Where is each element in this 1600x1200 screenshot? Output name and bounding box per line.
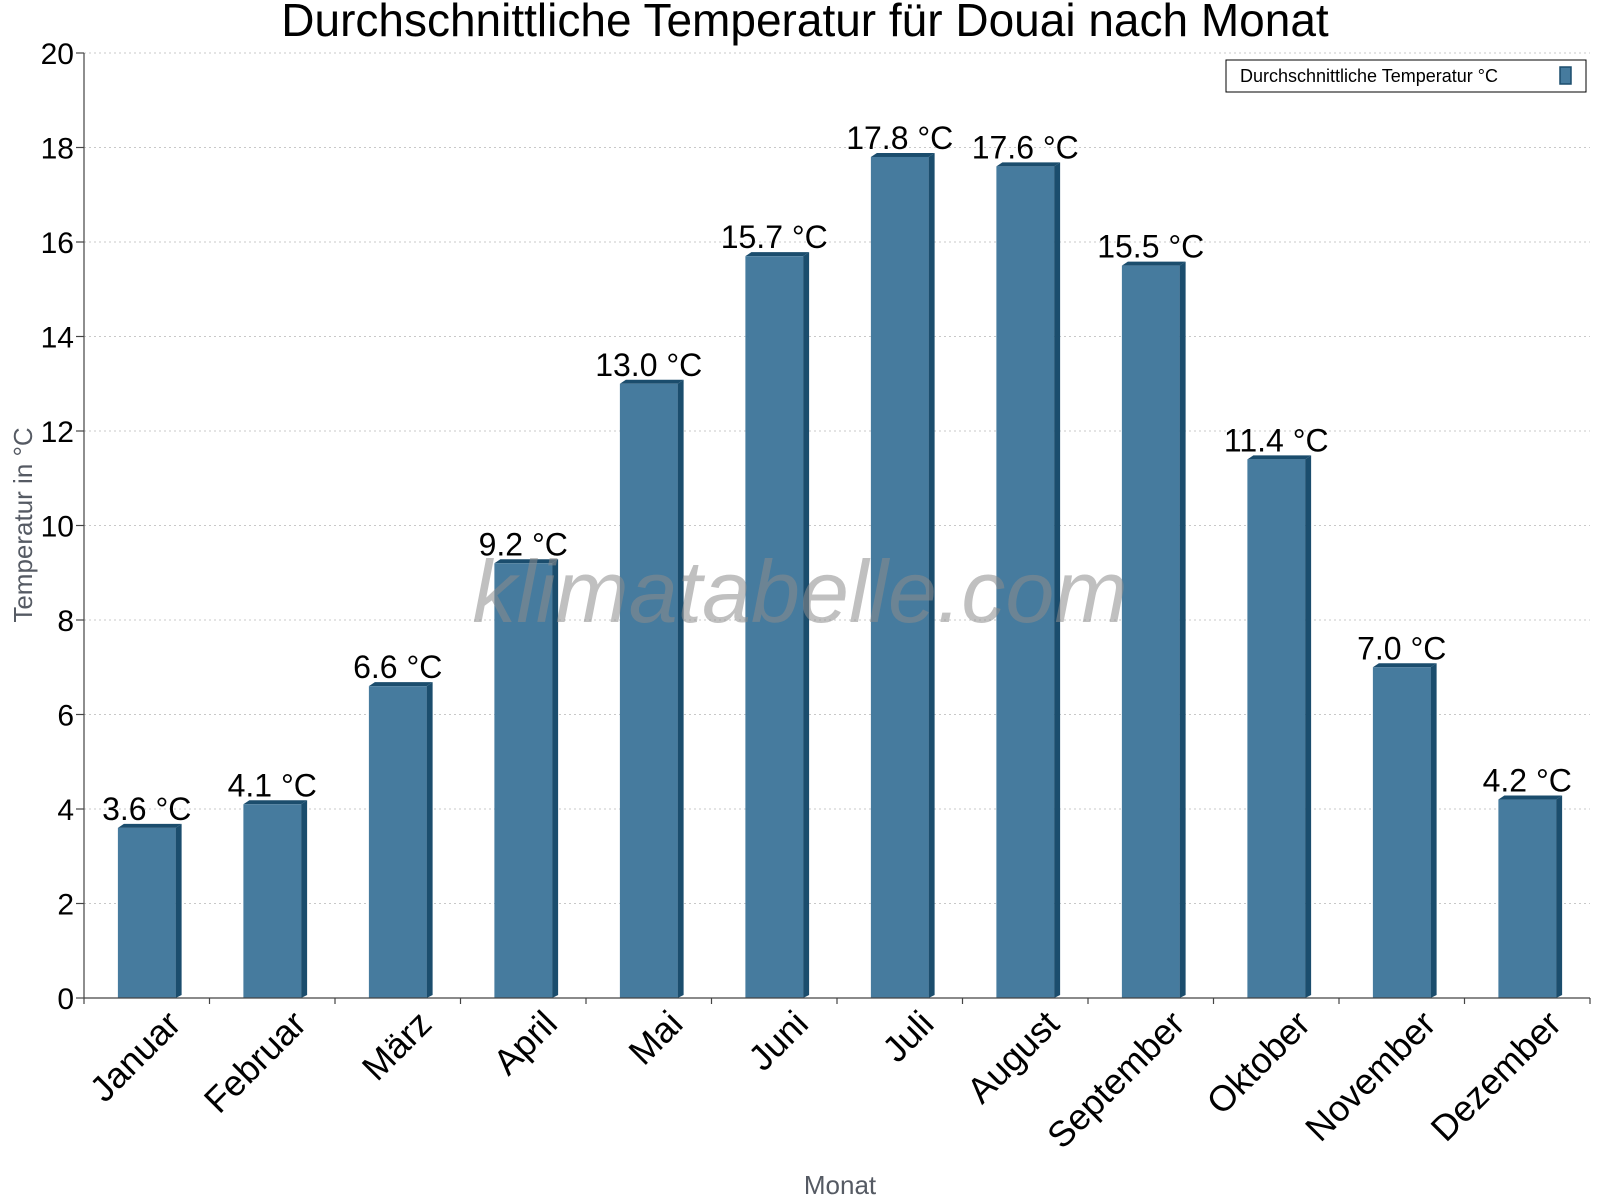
bar-top <box>368 682 433 687</box>
data-label: 17.8 °C <box>846 120 953 156</box>
data-labels: 3.6 °C 4.1 °C 6.6 °C 9.2 °C 13.0 °C 15.7 °C 17… <box>102 120 1572 827</box>
y-tick-label: 16 <box>41 227 74 260</box>
bar <box>243 800 308 998</box>
legend: Durchschnittliche Temperatur °C <box>1225 59 1587 93</box>
bar-top <box>619 379 684 384</box>
bar-top <box>1121 261 1186 266</box>
bar-top <box>1372 663 1437 668</box>
y-tick-label: 0 <box>57 983 74 1016</box>
bar <box>1498 795 1563 998</box>
y-axis-ticks: 0 2 4 6 8 10 12 14 16 18 20 <box>41 38 84 1016</box>
bars-group <box>117 152 1563 999</box>
data-label: 4.1 °C <box>228 767 317 803</box>
bar <box>494 559 559 998</box>
bar-front <box>870 156 929 998</box>
x-tick-label: November <box>1297 1003 1443 1149</box>
y-tick-label: 10 <box>41 511 74 544</box>
bar-side <box>552 559 559 998</box>
bar-side <box>1556 795 1563 998</box>
x-axis-ticks: Januar Februar März April Mai Juni Juli AugustS… <box>82 998 1591 1157</box>
bar-front <box>1121 265 1180 998</box>
bar-side <box>1179 261 1186 998</box>
legend-label: Durchschnittliche Temperatur °C <box>1240 66 1498 86</box>
y-axis-title: Temperatur in °C <box>8 427 38 622</box>
bar-front <box>1372 667 1431 998</box>
y-tick-label: 12 <box>41 416 74 449</box>
legend-box <box>1225 59 1587 93</box>
bar-side <box>677 379 684 998</box>
y-tick-label: 20 <box>41 38 74 71</box>
bar <box>619 379 684 998</box>
bar-front <box>368 686 427 998</box>
data-label: 4.2 °C <box>1483 763 1572 799</box>
bar-top <box>1498 795 1563 800</box>
bar-side <box>175 823 182 998</box>
bar <box>1121 261 1186 998</box>
bar-front <box>243 804 302 998</box>
bar-side <box>803 252 810 999</box>
x-tick-label: März <box>354 1003 440 1089</box>
watermark-group: klimatabelle.com <box>472 542 1127 641</box>
x-tick-label: Dezember <box>1422 1003 1568 1149</box>
grid-lines <box>84 52 1590 904</box>
chart-title: Durchschnittliche Temperatur für Douai n… <box>281 0 1329 46</box>
x-tick-label: September <box>1039 1003 1193 1157</box>
bar-side <box>426 682 433 998</box>
bar-top <box>996 162 1061 167</box>
y-tick-label: 6 <box>57 700 74 733</box>
bar-front <box>494 563 553 998</box>
bar-front <box>996 166 1055 998</box>
data-label: 9.2 °C <box>479 526 568 562</box>
bar-front <box>619 383 678 998</box>
bar-front <box>117 827 176 998</box>
x-tick-label: August <box>959 1003 1067 1111</box>
x-tick-label: Juli <box>874 1003 941 1070</box>
bar-side <box>928 152 935 998</box>
y-tick-label: 8 <box>57 605 74 638</box>
bar-front <box>745 256 804 998</box>
bar-side <box>1305 455 1312 999</box>
bar <box>1372 663 1437 998</box>
bar-top <box>1247 455 1312 460</box>
data-label: 13.0 °C <box>595 347 702 383</box>
bar-top <box>870 152 935 157</box>
data-label: 15.7 °C <box>721 219 828 255</box>
x-tick-label: April <box>485 1003 565 1083</box>
bar <box>745 252 810 999</box>
data-label: 7.0 °C <box>1357 630 1446 666</box>
data-label: 17.6 °C <box>972 129 1079 165</box>
y-tick-label: 4 <box>57 794 74 827</box>
watermark: klimatabelle.com <box>472 542 1127 641</box>
data-label: 6.6 °C <box>353 649 442 685</box>
x-axis-title: Monat <box>804 1170 877 1200</box>
bar <box>1247 455 1312 999</box>
x-tick-label: Oktober <box>1198 1003 1318 1123</box>
data-label: 15.5 °C <box>1097 229 1204 265</box>
bar <box>996 162 1061 998</box>
legend-swatch <box>1559 66 1572 85</box>
bar-front <box>1247 459 1306 999</box>
bar <box>117 823 182 998</box>
x-tick-label: Juni <box>740 1003 816 1079</box>
bar-front <box>1498 799 1557 998</box>
y-tick-label: 18 <box>41 133 74 166</box>
bar-side <box>301 800 308 998</box>
bar-top <box>494 559 559 564</box>
x-tick-label: Januar <box>82 1003 189 1110</box>
data-label: 3.6 °C <box>102 791 191 827</box>
x-tick-label: Februar <box>196 1003 314 1121</box>
y-tick-label: 2 <box>57 889 74 922</box>
bar-top <box>243 800 308 805</box>
y-tick-label: 14 <box>41 322 74 355</box>
x-tick-label: Mai <box>620 1003 690 1073</box>
bar-side <box>1054 162 1061 998</box>
bar <box>870 152 935 998</box>
bar <box>368 682 433 998</box>
bar-top <box>117 823 182 828</box>
bar-top <box>745 252 810 257</box>
bar-side <box>1430 663 1437 998</box>
data-label: 11.4 °C <box>1224 422 1329 458</box>
